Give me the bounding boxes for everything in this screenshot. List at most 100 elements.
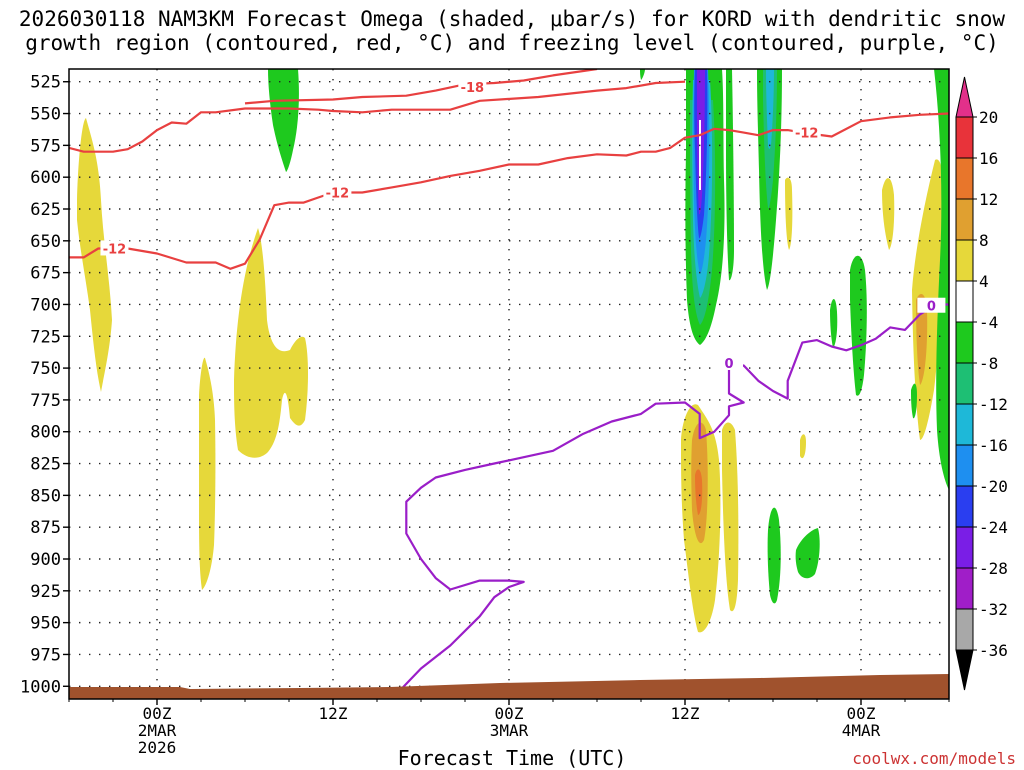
- omega-region: [795, 528, 820, 579]
- omega-region: [850, 255, 867, 396]
- omega-region: [640, 69, 645, 80]
- colorbar-tick-label: 12: [979, 190, 998, 209]
- plot-area: [69, 69, 949, 699]
- time-tick-label: 2MAR: [138, 721, 177, 740]
- omega-region: [722, 422, 739, 612]
- colorbar-bin: [955, 444, 974, 487]
- colorbar-bin: [955, 362, 974, 405]
- pressure-axis: 525 550 575 600 625 650 675 700 725 750 775 800 825 8…: [20, 73, 69, 697]
- colorbar-tick-label: -32: [979, 600, 1008, 619]
- pressure-tick-label: 975: [30, 645, 61, 665]
- contour-label: 0: [724, 357, 733, 372]
- pressure-tick-label: 775: [30, 391, 61, 411]
- colorbar-tick-label: -24: [979, 518, 1008, 537]
- omega-region: [699, 120, 701, 190]
- pressure-tick-label: 750: [30, 359, 61, 379]
- omega-region: [882, 178, 895, 250]
- colorbar-bin: [955, 157, 974, 200]
- omega-region: [830, 298, 838, 348]
- temperature-contours: [69, 69, 949, 699]
- pressure-tick-label: 1000: [20, 677, 61, 697]
- colorbar-bin: [955, 321, 974, 364]
- pressure-tick-label: 725: [30, 327, 61, 347]
- contour-line: [390, 303, 949, 699]
- colorbar-tick-label: -16: [979, 436, 1008, 455]
- colorbar-bin: [955, 239, 974, 282]
- pressure-tick-label: 850: [30, 486, 61, 506]
- colorbar-bin: [955, 198, 974, 241]
- omega-region: [695, 469, 703, 515]
- pressure-tick-label: 700: [30, 295, 61, 315]
- omega-shading: [77, 69, 949, 633]
- colorbar-bin: [955, 280, 974, 323]
- colorbar-tick-label: 20: [979, 108, 998, 127]
- colorbar-tick-label: -36: [979, 641, 1008, 660]
- contour-label-bg: [917, 297, 946, 313]
- contour-label-bg: [792, 124, 821, 140]
- time-tick-label: 2026: [138, 738, 177, 757]
- omega-region: [767, 507, 781, 604]
- pressure-tick-label: 900: [30, 550, 61, 570]
- colorbar-bin: [955, 526, 974, 569]
- pressure-tick-label: 525: [30, 73, 61, 93]
- pressure-tick-label: 675: [30, 264, 61, 284]
- omega-region: [911, 383, 917, 419]
- time-tick-label: 12Z: [671, 704, 700, 723]
- colorbar-bin: [955, 608, 974, 651]
- pressure-tick-label: 825: [30, 455, 61, 475]
- colorbar-over-arrow: [955, 76, 974, 118]
- contour-label: 0: [927, 300, 936, 315]
- colorbar-bin: [955, 485, 974, 528]
- contour-label: -18: [461, 81, 485, 96]
- contour-labels: -18 -12 -12 -12 0 0: [100, 78, 946, 372]
- pressure-tick-label: 925: [30, 582, 61, 602]
- contour-line: [244, 69, 598, 105]
- colorbar-tick-label: -20: [979, 477, 1008, 496]
- source-credit[interactable]: coolwx.com/models: [852, 749, 1016, 768]
- pressure-tick-label: 650: [30, 232, 61, 252]
- colorbar-tick-label: -8: [979, 354, 998, 373]
- contour-line: [69, 80, 686, 153]
- contour-label-bg: [323, 184, 352, 200]
- colorbar-bin: [955, 403, 974, 446]
- contour-label: -12: [103, 242, 127, 257]
- colorbar-under-arrow: [955, 649, 974, 691]
- time-tick-label: 3MAR: [490, 721, 529, 740]
- omega-colorbar: 20 16 12 8 4 -4 -8 -12 -16 -20 -24 -28 -32 -36: [955, 76, 1008, 691]
- contour-label-bg: [715, 355, 743, 370]
- pressure-tick-label: 600: [30, 168, 61, 188]
- contour-label-bg: [100, 240, 129, 256]
- terrain-surface: [69, 674, 949, 699]
- colorbar-bin: [955, 116, 974, 159]
- pressure-tick-label: 625: [30, 200, 61, 220]
- colorbar-tick-label: -28: [979, 559, 1008, 578]
- contour-label: -12: [795, 127, 819, 142]
- colorbar-tick-label: 16: [979, 149, 998, 168]
- colorbar-tick-label: 4: [979, 272, 989, 291]
- time-tick-label: 12Z: [319, 704, 348, 723]
- contour-line: [69, 112, 949, 270]
- colorbar-bin: [955, 567, 974, 610]
- colorbar-tick-label: 8: [979, 231, 989, 250]
- colorbar-tick-label: -12: [979, 395, 1008, 414]
- omega-region: [77, 118, 112, 392]
- omega-region: [199, 357, 216, 590]
- contour-label: -12: [326, 186, 350, 201]
- chart-title-line1: 2026030118 NAM3KM Forecast Omega (shaded…: [18, 7, 1006, 31]
- pressure-tick-label: 550: [30, 105, 61, 125]
- pressure-tick-label: 800: [30, 423, 61, 443]
- pressure-tick-label: 875: [30, 518, 61, 538]
- pressure-tick-label: 575: [30, 136, 61, 156]
- omega-region: [934, 69, 949, 490]
- colorbar-tick-label: -4: [979, 313, 998, 332]
- time-tick-label: 00Z: [143, 704, 172, 723]
- omega-region: [800, 434, 806, 459]
- contour-label-bg: [458, 78, 487, 94]
- time-tick-label: 00Z: [847, 704, 876, 723]
- omega-region: [766, 69, 774, 149]
- omega-region: [785, 177, 793, 250]
- time-tick-label: 4MAR: [842, 721, 881, 740]
- omega-region: [268, 69, 299, 172]
